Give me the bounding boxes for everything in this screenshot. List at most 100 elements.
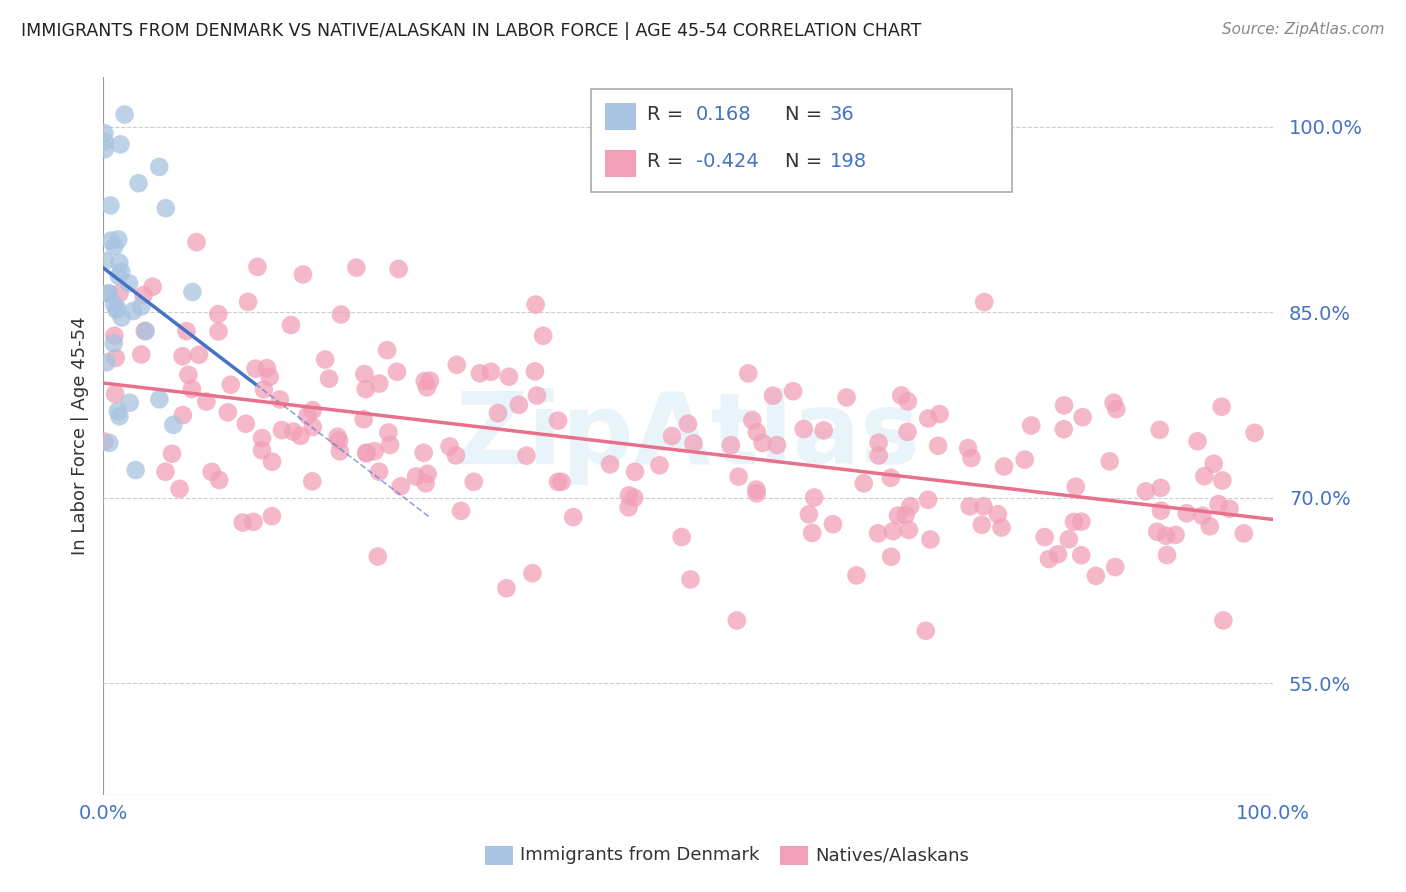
Text: Natives/Alaskans: Natives/Alaskans xyxy=(815,847,969,864)
Point xyxy=(269,392,291,407)
Point xyxy=(160,447,183,461)
Point xyxy=(803,491,825,505)
Point xyxy=(219,377,242,392)
Point xyxy=(301,475,323,489)
Point xyxy=(108,409,131,424)
Point xyxy=(104,351,127,365)
Point xyxy=(108,255,131,269)
Point xyxy=(1135,484,1157,499)
Point xyxy=(495,581,517,595)
Point xyxy=(547,475,569,489)
Point xyxy=(389,479,412,493)
Point xyxy=(727,469,749,483)
Point xyxy=(1102,395,1125,409)
Point xyxy=(486,406,509,420)
Point xyxy=(1046,547,1069,561)
Point xyxy=(523,364,546,378)
Point xyxy=(128,176,150,190)
Point xyxy=(898,500,921,514)
Point xyxy=(550,475,572,489)
Point xyxy=(111,310,134,325)
Point xyxy=(725,614,748,628)
Point xyxy=(260,509,283,524)
Point xyxy=(920,533,942,547)
Point xyxy=(1175,506,1198,520)
Point xyxy=(96,355,118,369)
Point xyxy=(301,420,323,434)
Point xyxy=(1243,425,1265,440)
Point xyxy=(737,367,759,381)
Point xyxy=(246,260,269,274)
Point xyxy=(201,465,224,479)
Point xyxy=(124,463,146,477)
Point xyxy=(1198,519,1220,533)
Point xyxy=(896,425,918,439)
Point xyxy=(108,286,131,301)
Point xyxy=(1057,533,1080,547)
Point xyxy=(1164,528,1187,542)
Text: Immigrants from Denmark: Immigrants from Denmark xyxy=(520,847,759,864)
Point xyxy=(354,382,377,396)
Point xyxy=(1053,398,1076,412)
Point xyxy=(172,408,194,422)
Point xyxy=(283,425,305,439)
Point xyxy=(450,504,472,518)
Point xyxy=(880,471,903,485)
Point xyxy=(377,425,399,440)
Point xyxy=(720,438,742,452)
Point xyxy=(498,369,520,384)
Point xyxy=(813,423,835,437)
Point xyxy=(103,328,125,343)
Point xyxy=(177,368,200,382)
Point xyxy=(880,549,903,564)
Text: N =: N = xyxy=(785,152,828,170)
Point xyxy=(682,436,704,450)
Point xyxy=(344,260,367,275)
Point xyxy=(1019,418,1042,433)
Point xyxy=(973,295,995,310)
Point xyxy=(375,343,398,358)
Point xyxy=(114,107,136,121)
Point xyxy=(250,443,273,458)
Point xyxy=(508,398,530,412)
Point xyxy=(1146,524,1168,539)
Point xyxy=(142,279,165,293)
Point xyxy=(162,417,184,432)
Point xyxy=(186,235,208,249)
Point xyxy=(280,318,302,332)
Point xyxy=(927,439,949,453)
Point xyxy=(956,441,979,455)
Point xyxy=(522,566,544,581)
Point xyxy=(181,285,204,299)
Point xyxy=(972,500,994,514)
Point xyxy=(416,467,439,481)
Point xyxy=(107,404,129,418)
Point xyxy=(176,324,198,338)
Point xyxy=(105,303,128,318)
Point xyxy=(1233,526,1256,541)
Point xyxy=(105,301,128,316)
Point xyxy=(845,568,868,582)
Point xyxy=(1084,569,1107,583)
Point xyxy=(676,417,699,431)
Point xyxy=(897,394,920,409)
Point xyxy=(236,294,259,309)
Y-axis label: In Labor Force | Age 45-54: In Labor Force | Age 45-54 xyxy=(72,317,89,556)
Point xyxy=(118,395,141,409)
Point xyxy=(1014,452,1036,467)
Point xyxy=(1211,474,1233,488)
Point xyxy=(468,367,491,381)
Point xyxy=(917,492,939,507)
Point xyxy=(108,268,131,283)
Point xyxy=(446,358,468,372)
Point xyxy=(259,370,281,384)
Point xyxy=(405,469,427,483)
Point xyxy=(134,324,156,338)
Point xyxy=(363,444,385,458)
Point xyxy=(1150,481,1173,495)
Point xyxy=(110,137,132,152)
Point xyxy=(960,450,983,465)
Point xyxy=(751,436,773,450)
Text: R =: R = xyxy=(647,152,689,170)
Point xyxy=(1071,410,1094,425)
